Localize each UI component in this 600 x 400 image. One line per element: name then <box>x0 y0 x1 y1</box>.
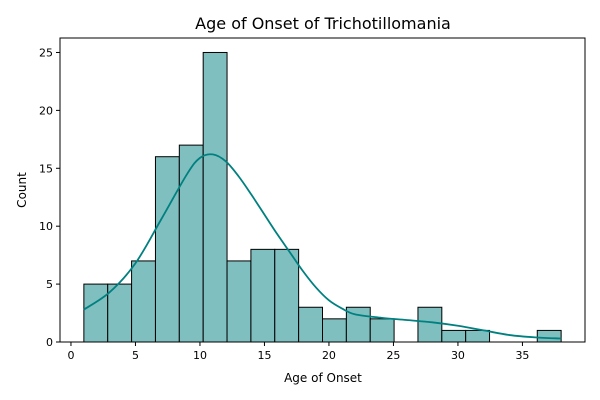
y-axis-label: Count <box>15 172 29 208</box>
x-tick-label: 10 <box>193 349 207 362</box>
histogram-bar <box>202 51 228 343</box>
y-tick-label: 0 <box>46 336 53 349</box>
histogram-bar <box>465 329 491 343</box>
x-tick-label: 25 <box>386 349 400 362</box>
plot-frame <box>59 37 586 343</box>
histogram-bar <box>83 283 109 343</box>
x-tick-label: 15 <box>257 349 271 362</box>
y-tick-label: 20 <box>39 104 53 117</box>
histogram-bar <box>226 260 252 343</box>
y-tick-label: 10 <box>39 220 53 233</box>
chart-title: Age of Onset of Trichotillomania <box>195 14 451 33</box>
y-axis-ticks: 0 5 10 15 20 25 <box>39 46 60 349</box>
histogram-bar <box>441 329 467 343</box>
x-axis-ticks: 0 5 10 15 20 25 30 35 <box>67 342 529 362</box>
x-tick-label: 30 <box>451 349 465 362</box>
y-tick-label: 5 <box>46 278 53 291</box>
histogram-bar <box>322 318 347 343</box>
histogram-bar <box>250 248 276 343</box>
y-tick-label: 25 <box>39 46 53 59</box>
bars-group <box>83 51 562 343</box>
histogram-bar <box>298 306 323 343</box>
histogram-bar <box>131 260 156 343</box>
x-tick-label: 0 <box>67 349 74 362</box>
x-tick-label: 5 <box>132 349 139 362</box>
x-axis-label: Age of Onset <box>284 371 362 385</box>
x-tick-label: 20 <box>322 349 336 362</box>
kde-curve <box>83 153 562 340</box>
histogram-bar <box>154 156 180 343</box>
histogram-bar <box>107 283 133 343</box>
histogram-bar <box>178 144 204 343</box>
histogram-bar <box>274 248 300 343</box>
x-tick-label: 35 <box>515 349 529 362</box>
y-tick-label: 15 <box>39 162 53 175</box>
histogram-bar <box>417 306 443 343</box>
histogram-bar <box>369 318 395 343</box>
histogram-bar <box>536 329 562 343</box>
